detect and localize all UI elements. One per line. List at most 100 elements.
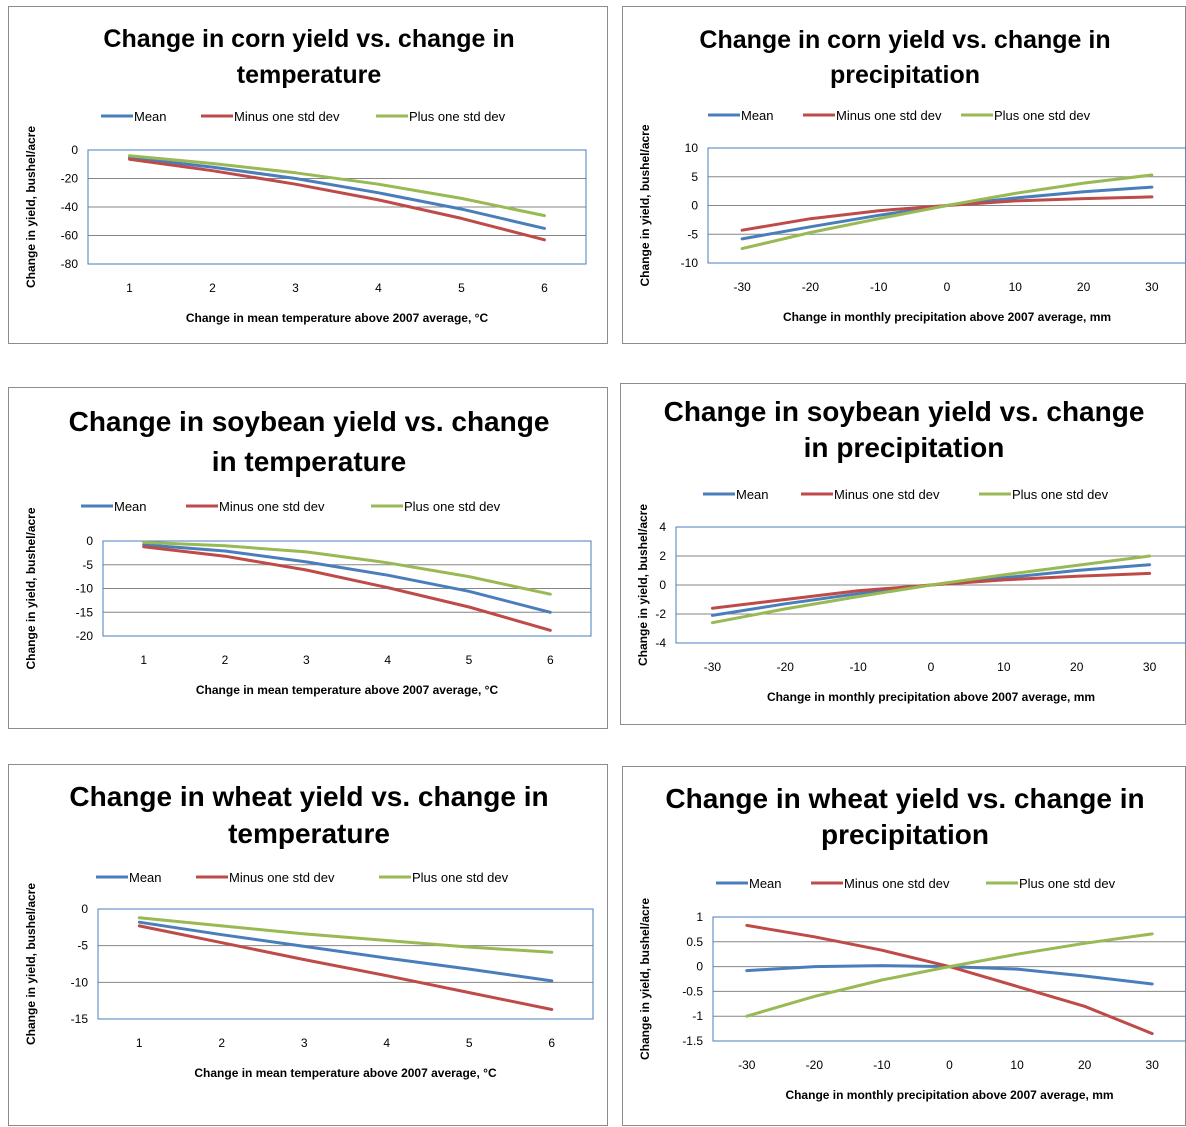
y-tick-label: 5	[691, 170, 698, 184]
y-tick-label: -10	[71, 975, 89, 989]
y-axis-label: Change in yield, bushel/acre	[24, 883, 38, 1045]
y-tick-label: -20	[76, 629, 94, 643]
x-tick-label: 20	[1078, 1058, 1092, 1072]
x-tick-label: 6	[548, 1036, 555, 1050]
chart-svg: Change in soybean yield vs. change in tem…	[24, 406, 592, 697]
x-tick-label: 0	[928, 660, 935, 674]
x-tick-label: 10	[1010, 1058, 1024, 1072]
x-tick-label: -30	[704, 660, 722, 674]
chart-title-line: precipitation	[830, 61, 980, 89]
chart-svg: Change in corn yield vs. change in temper…	[24, 25, 587, 325]
x-tick-label: 1	[136, 1036, 143, 1050]
series-line-plus	[142, 540, 552, 596]
legend-label-plus: Plus one std dev	[1019, 876, 1116, 891]
x-tick-label: 10	[1009, 280, 1023, 294]
series-line-plus	[137, 916, 554, 954]
x-tick-label: -10	[873, 1058, 891, 1072]
y-tick-label: 0	[86, 534, 93, 548]
y-axis-label: Change in yield, bushel/acre	[638, 898, 652, 1060]
x-tick-label: 1	[140, 653, 147, 667]
y-tick-label: -2	[655, 607, 666, 621]
legend-label-minus: Minus one std dev	[229, 870, 335, 885]
y-tick-label: 0	[659, 578, 666, 592]
legend-label-mean: Mean	[749, 876, 782, 891]
y-tick-label: -10	[76, 582, 94, 596]
series-line-minus	[740, 195, 1154, 232]
x-tick-label: 0	[944, 280, 951, 294]
x-tick-label: 4	[384, 653, 391, 667]
x-tick-label: 1	[126, 281, 133, 295]
chart-svg: Change in corn yield vs. change in precip…	[638, 26, 1186, 324]
legend-label-mean: Mean	[134, 109, 167, 124]
series-line-mean	[710, 563, 1152, 617]
y-tick-label: 0	[696, 960, 703, 974]
y-axis-label: Change in yield, bushel/acre	[24, 507, 38, 669]
y-tick-label: -0.5	[682, 984, 703, 998]
x-tick-label: 30	[1146, 1058, 1160, 1072]
y-tick-label: 0	[71, 143, 78, 157]
y-tick-label: -15	[76, 605, 94, 619]
legend-label-minus: Minus one std dev	[836, 108, 942, 123]
x-tick-label: 2	[218, 1036, 225, 1050]
legend-label-plus: Plus one std dev	[409, 109, 506, 124]
y-tick-label: 0.5	[686, 935, 703, 949]
x-tick-label: 30	[1143, 660, 1157, 674]
chart-title-line: Change in wheat yield vs. change in	[665, 783, 1144, 814]
x-tick-label: 2	[209, 281, 216, 295]
legend-label-mean: Mean	[114, 499, 147, 514]
x-tick-label: 5	[466, 653, 473, 667]
y-tick-label: 0	[81, 902, 88, 916]
y-tick-label: -15	[71, 1012, 89, 1026]
series-line-plus	[745, 932, 1154, 1018]
series-line-mean	[740, 185, 1154, 241]
y-tick-label: 0	[691, 199, 698, 213]
x-tick-label: 5	[466, 1036, 473, 1050]
legend-label-plus: Plus one std dev	[1012, 487, 1109, 502]
legend-label-plus: Plus one std dev	[412, 870, 509, 885]
plot-area-border	[102, 540, 592, 637]
x-tick-label: 4	[375, 281, 382, 295]
y-tick-label: -20	[61, 172, 79, 186]
x-tick-label: 30	[1145, 280, 1159, 294]
legend-label-mean: Mean	[741, 108, 774, 123]
y-axis-label: Change in yield, bushel/acre	[638, 124, 652, 286]
chart-title-line: Change in corn yield vs. change in	[103, 25, 514, 53]
y-tick-label: -40	[61, 200, 79, 214]
chart-panel-wheat-precipitation: Change in wheat yield vs. change in preci…	[622, 766, 1186, 1126]
legend-label-mean: Mean	[736, 487, 769, 502]
chart-title-line: Change in soybean yield vs. change	[664, 396, 1145, 427]
y-tick-label: 4	[659, 520, 666, 534]
y-tick-label: -1.5	[682, 1034, 703, 1048]
x-tick-label: 10	[997, 660, 1011, 674]
legend-label-mean: Mean	[129, 870, 162, 885]
chart-title-line: in temperature	[212, 446, 407, 477]
y-tick-label: 1	[696, 910, 703, 924]
x-axis-label: Change in monthly precipitation above 20…	[767, 690, 1095, 704]
chart-panel-corn-precipitation: Change in corn yield vs. change in precip…	[622, 6, 1186, 344]
x-tick-label: 6	[541, 281, 548, 295]
series-line-minus	[710, 571, 1152, 610]
y-tick-label: -60	[61, 229, 79, 243]
x-tick-label: -30	[738, 1058, 756, 1072]
series-line-minus	[142, 545, 552, 632]
y-tick-label: -10	[681, 256, 699, 270]
series-line-plus	[740, 173, 1154, 251]
chart-panel-soybean-precipitation: Change in soybean yield vs. change in pre…	[620, 383, 1186, 725]
chart-panel-wheat-temperature: Change in wheat yield vs. change in tempe…	[8, 764, 608, 1126]
plot-area-border	[87, 149, 587, 265]
x-tick-label: -30	[733, 280, 751, 294]
y-tick-label: -5	[687, 227, 698, 241]
chart-svg: Change in soybean yield vs. change in pre…	[636, 396, 1186, 704]
plot-area-border	[712, 916, 1186, 1042]
x-tick-label: 4	[383, 1036, 390, 1050]
x-tick-label: 5	[458, 281, 465, 295]
series-line-mean	[137, 920, 554, 983]
y-tick-label: -5	[77, 939, 88, 953]
x-tick-label: 3	[301, 1036, 308, 1050]
series-line-plus	[710, 554, 1152, 625]
chart-title-line: Change in soybean yield vs. change	[69, 406, 550, 437]
x-tick-label: 20	[1070, 660, 1084, 674]
x-axis-label: Change in monthly precipitation above 20…	[783, 310, 1111, 324]
y-tick-label: -5	[82, 558, 93, 572]
y-tick-label: -80	[61, 257, 79, 271]
